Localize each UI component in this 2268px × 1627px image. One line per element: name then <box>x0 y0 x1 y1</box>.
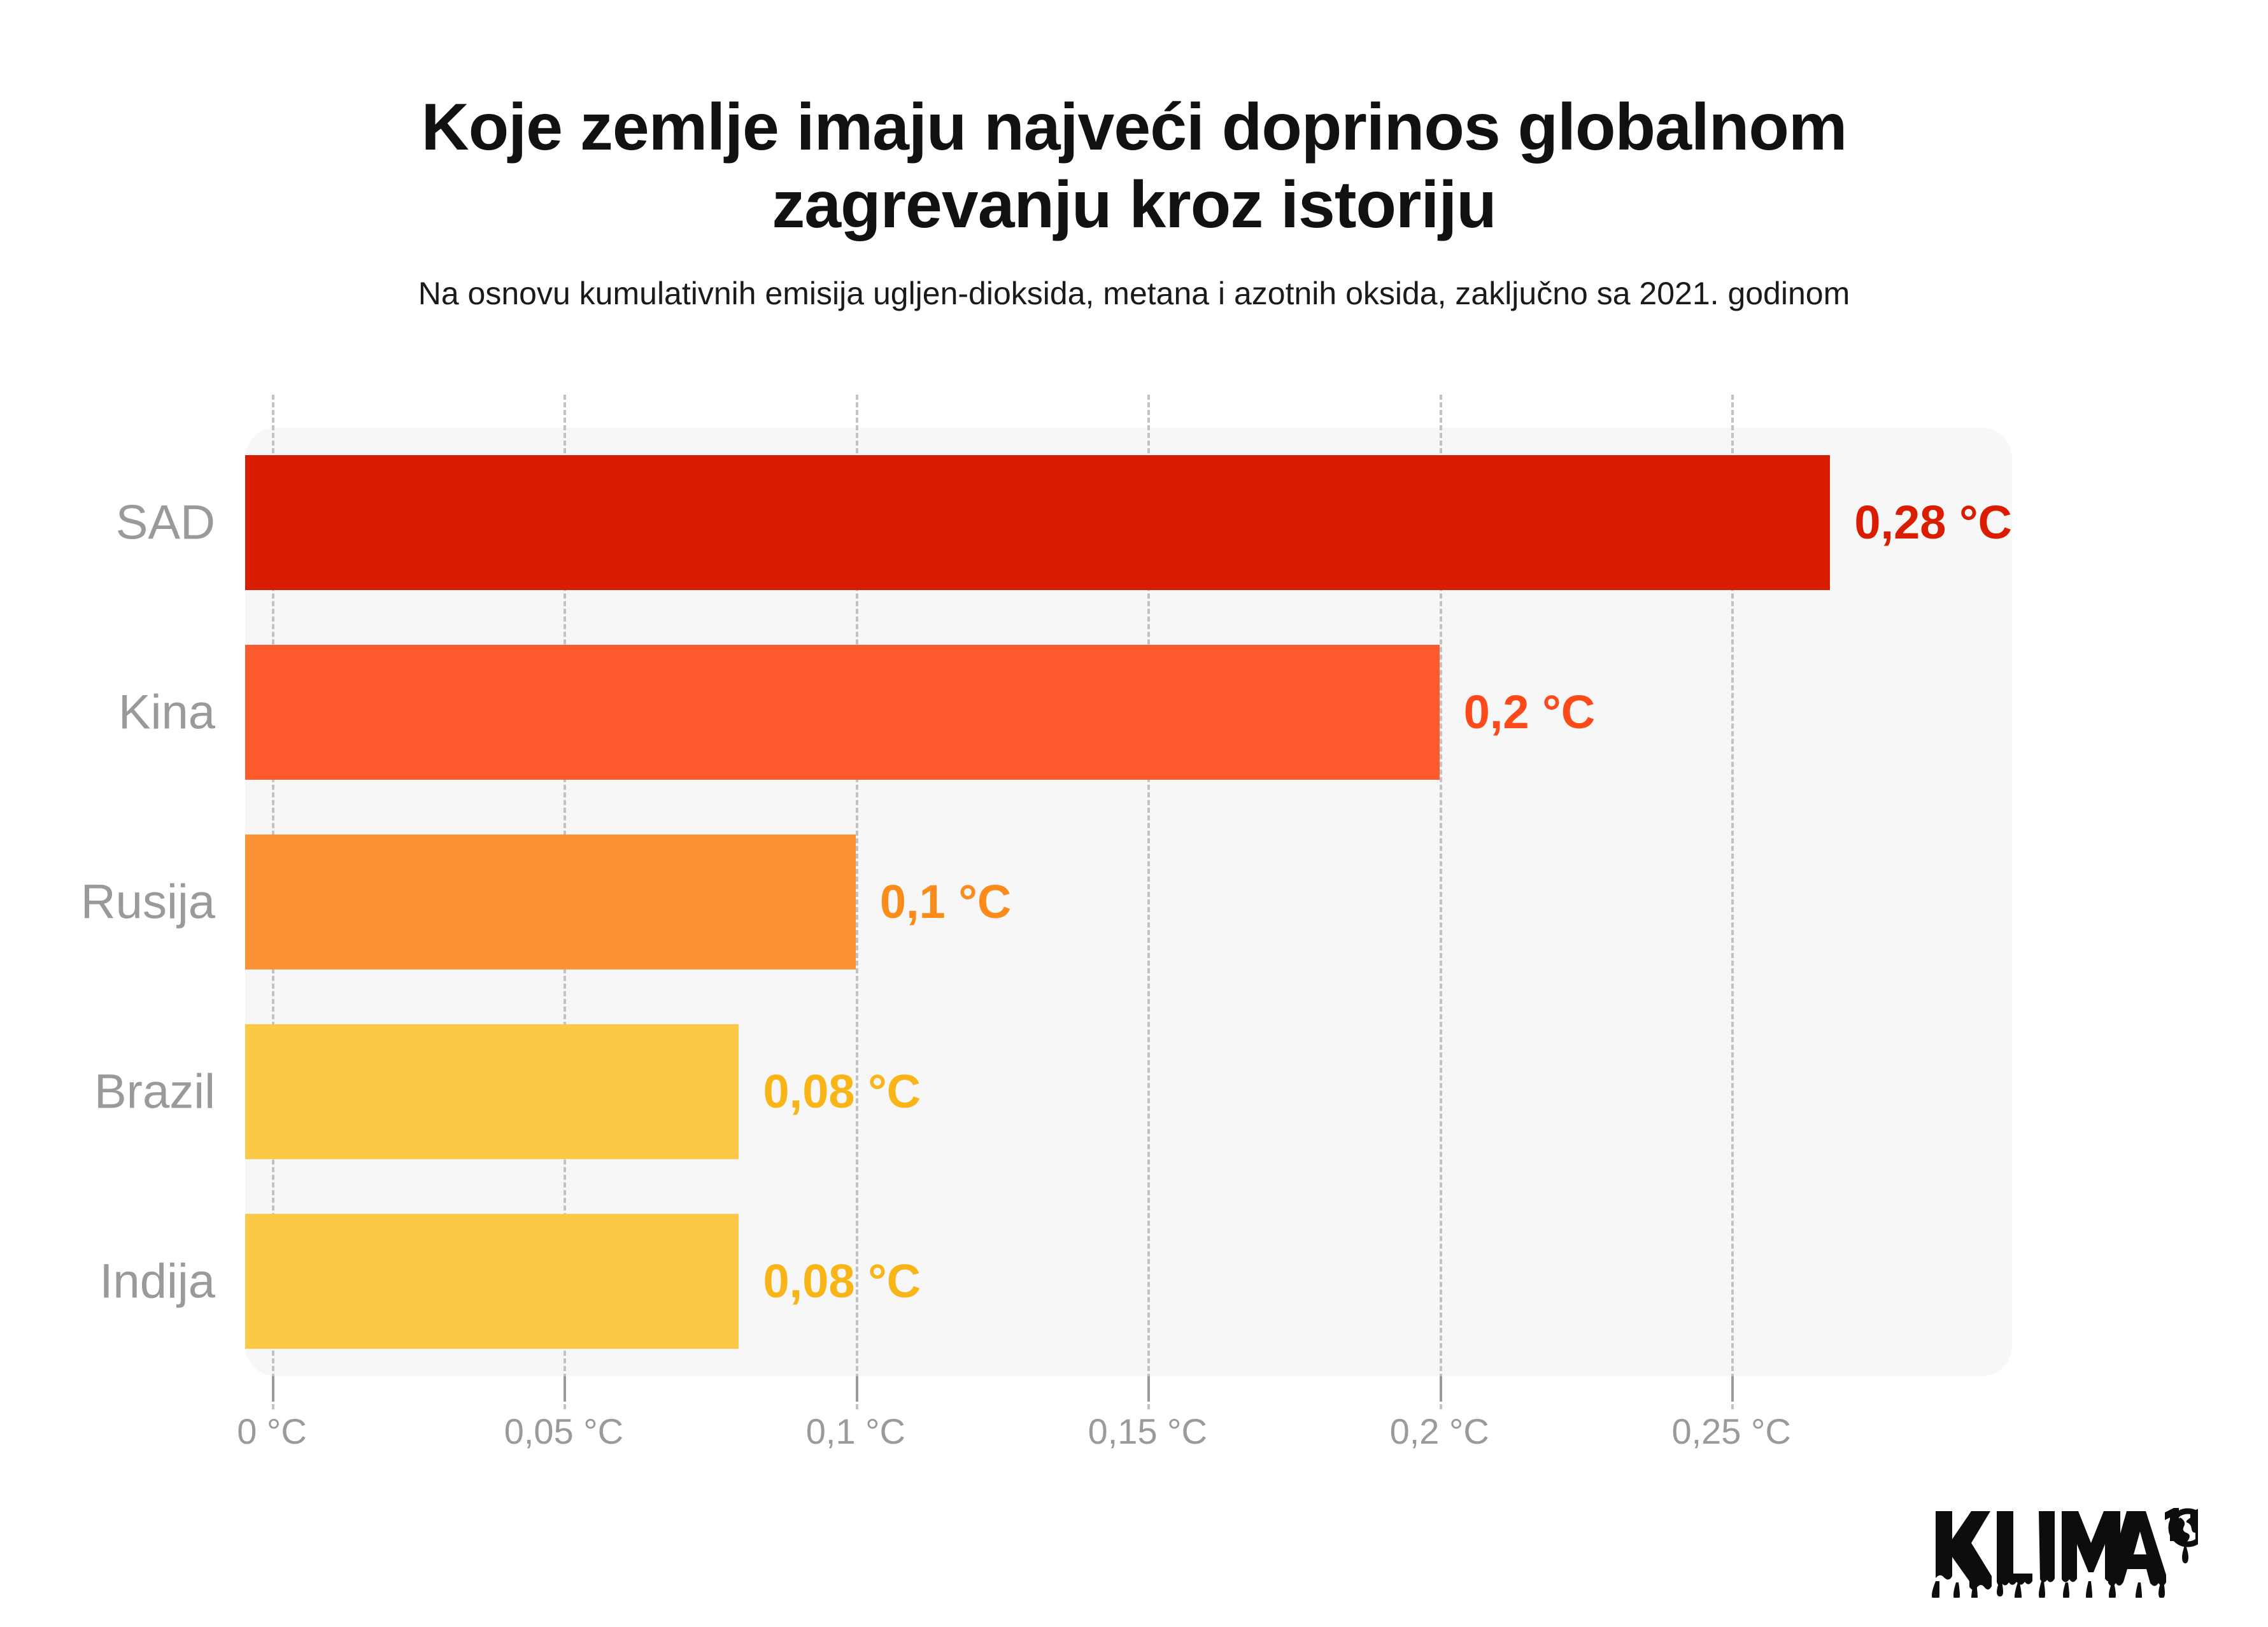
chart-header: Koje zemlje imaju najveći doprinos globa… <box>0 0 2268 314</box>
y-axis-label-indija: Indija <box>99 1254 215 1309</box>
klima101-logo-icon <box>1932 1508 2198 1598</box>
bar-row[interactable]: 0,08 °C <box>245 1024 2012 1159</box>
bar-sad[interactable] <box>245 455 1831 590</box>
bar-value-label: 0,2 °C <box>1463 686 1596 738</box>
y-axis-label-brazil: Brazil <box>94 1064 215 1119</box>
y-axis-label-rusija: Rusija <box>80 875 215 929</box>
x-axis-tick-mark <box>272 1376 274 1402</box>
x-axis-tick-mark <box>855 1376 858 1402</box>
bar-value-label: 0,08 °C <box>763 1065 921 1118</box>
bar-row[interactable]: 0,28 °C <box>245 455 2012 590</box>
x-axis-tick-labels: 0 °C 0,05 °C 0,1 °C 0,15 °C 0,2 °C 0,25 °C <box>237 1411 2012 1468</box>
x-axis-tick-mark <box>1731 1376 1734 1402</box>
bar-brazil[interactable] <box>245 1024 739 1159</box>
x-axis-tick-mark <box>563 1376 567 1402</box>
y-axis-category-labels: SAD Kina Rusija Brazil Indija <box>0 428 242 1376</box>
x-axis-tick-label: 0,15 °C <box>1088 1411 1207 1451</box>
bar-indija[interactable] <box>245 1214 739 1349</box>
bar-value-label: 0,28 °C <box>1854 496 2012 549</box>
bar-series: 0,28 °C 0,2 °C 0,1 °C 0,08 °C 0,08 °C <box>245 428 2012 1376</box>
klima101-logo[interactable] <box>1931 1502 2198 1598</box>
bar-row[interactable]: 0,2 °C <box>245 645 2012 780</box>
y-axis-label-sad: SAD <box>115 495 215 550</box>
bar-value-label: 0,08 °C <box>763 1255 921 1307</box>
bar-row[interactable]: 0,1 °C <box>245 835 2012 969</box>
x-axis-tick-label: 0,2 °C <box>1389 1411 1489 1451</box>
x-axis-tick-mark <box>1439 1376 1442 1402</box>
bar-rusija[interactable] <box>245 835 856 969</box>
bar-value-label: 0,1 °C <box>879 875 1012 928</box>
x-axis-tick-label: 0 °C <box>237 1411 307 1451</box>
x-axis-tick-label: 0,1 °C <box>805 1411 905 1451</box>
x-axis-tick-label: 0,05 °C <box>504 1411 624 1451</box>
chart-subtitle: Na osnovu kumulativnih emisija ugljen-di… <box>418 276 1850 312</box>
x-axis-tick-label: 0,25 °C <box>1671 1411 1791 1451</box>
y-axis-label-kina: Kina <box>118 685 215 740</box>
bar-row[interactable]: 0,08 °C <box>245 1214 2012 1349</box>
x-axis-tick-mark <box>1147 1376 1151 1402</box>
page-title: Koje zemlje imaju najveći doprinos globa… <box>421 90 1848 242</box>
bar-kina[interactable] <box>245 645 1440 780</box>
plot-area: 0,28 °C 0,2 °C 0,1 °C 0,08 °C 0,08 °C <box>245 395 2012 1409</box>
